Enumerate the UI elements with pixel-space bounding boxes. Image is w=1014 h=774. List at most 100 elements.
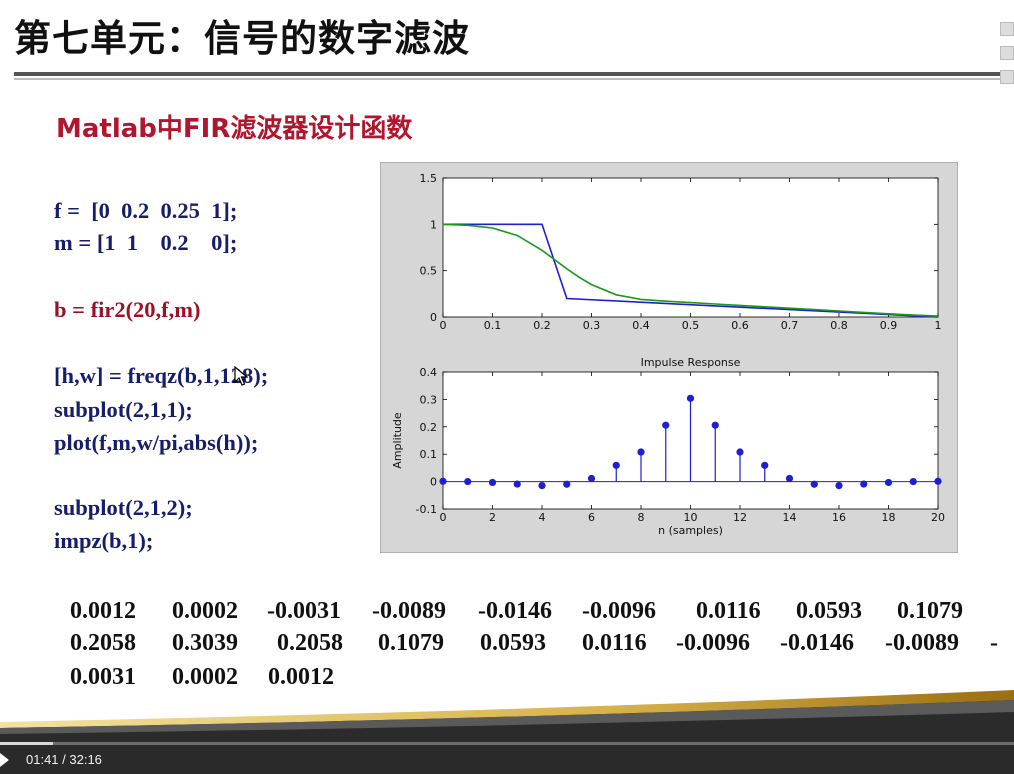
coefficient-value: 0.0116 (696, 598, 761, 624)
stem-point (637, 448, 645, 456)
coefficient-value: -0.0089 (372, 598, 446, 624)
stem-point (439, 477, 447, 485)
progress-track[interactable] (0, 742, 1014, 745)
time-display: 01:41 / 32:16 (26, 752, 102, 767)
x-tick-label: 16 (832, 511, 846, 524)
stem-point (761, 461, 769, 469)
code-line: subplot(2,1,1); (54, 397, 193, 422)
coefficient-value: 0.0031 (70, 664, 136, 690)
title-divider (14, 72, 1004, 76)
x-axis-label: n (samples) (658, 524, 723, 537)
y-tick-label: 1.5 (420, 172, 438, 185)
x-tick-label: 2 (489, 511, 496, 524)
x-tick-label: 20 (931, 511, 945, 524)
stem-point (488, 478, 497, 487)
x-tick-label: 0.1 (484, 319, 502, 332)
stem-point (612, 461, 620, 469)
coefficient-value: 0.0012 (268, 664, 334, 690)
coefficient-value: -0.0096 (676, 630, 750, 656)
coefficient-value: 0.2058 (70, 630, 136, 656)
x-tick-label: 0.2 (533, 319, 551, 332)
side-thumbnails (1000, 22, 1014, 92)
x-tick-label: 8 (638, 511, 645, 524)
x-tick-label: 0.3 (583, 319, 601, 332)
progress-fill (0, 742, 54, 745)
slide-subtitle: Matlab中FIR滤波器设计函数 (56, 114, 413, 144)
stem-point (563, 480, 571, 488)
y-tick-label: 0 (430, 476, 437, 489)
y-tick-label: 1 (430, 218, 437, 231)
x-tick-label: 0.9 (880, 319, 898, 332)
decorative-swoosh (0, 690, 1014, 742)
code-line: m = [1 1 0.2 0]; (54, 230, 238, 255)
coefficient-value: 0.0002 (172, 664, 238, 690)
thumbnail-square (1000, 70, 1014, 84)
y-tick-label: 0.1 (420, 448, 438, 461)
stem-point (464, 477, 472, 486)
x-tick-label: 10 (684, 511, 698, 524)
x-tick-label: 14 (783, 511, 797, 524)
frequency-response-axes: 0 0.1 0.2 0.3 0.4 0.5 0.6 0.7 0.8 0.9 1 0 0.5 1 1.5 (420, 172, 942, 332)
stem-point (934, 477, 942, 485)
x-tick-label: 0.7 (781, 319, 799, 332)
y-tick-label: 0.3 (420, 393, 438, 406)
play-icon[interactable] (0, 753, 9, 767)
coefficient-value: 0.0012 (70, 598, 136, 624)
coefficient-value: 0.3039 (172, 630, 238, 656)
x-tick-label: 18 (882, 511, 896, 524)
x-tick-label: 1 (935, 319, 942, 332)
x-tick-label: 6 (588, 511, 595, 524)
stem-point (513, 480, 521, 488)
y-tick-label: 0 (430, 311, 437, 324)
coefficient-value: 0.0116 (582, 630, 647, 656)
x-tick-label: 4 (539, 511, 546, 524)
plot-area (442, 177, 939, 318)
y-axis-label: Amplitude (391, 412, 404, 469)
stem-point (538, 482, 546, 490)
mouse-cursor-icon (234, 366, 248, 386)
series-line (442, 223, 939, 317)
code-line: subplot(2,1,2); (54, 495, 193, 520)
y-tick-label: -0.1 (416, 503, 437, 516)
x-tick-label: 12 (733, 511, 747, 524)
coefficient-value: -0.0089 (885, 630, 959, 656)
x-tick-label: 0 (440, 511, 447, 524)
stem-point (860, 480, 868, 488)
stem-point (785, 474, 794, 483)
coefficient-value: -0.0031 (267, 598, 341, 624)
stem-point (835, 482, 843, 490)
stem-point (736, 448, 744, 456)
stem-point (810, 480, 818, 488)
x-tick-label: 0.4 (632, 319, 650, 332)
coefficient-list: 0.0012 0.0002 -0.0031 -0.0089 -0.0146 -0.0096… (0, 598, 1014, 698)
chart-title: Impulse Response (641, 356, 741, 369)
slide-title: 第七单元：信号的数字滤波 (14, 17, 470, 60)
stem-point (884, 478, 893, 487)
code-line: [h,w] = freqz(b,1,128); (54, 363, 269, 388)
y-tick-label: 0.2 (420, 421, 438, 434)
x-tick-label: 0.6 (731, 319, 749, 332)
x-tick-label: 0.8 (830, 319, 848, 332)
code-line: f = [0 0.2 0.25 1]; (54, 198, 238, 223)
y-tick-label: 0.5 (420, 265, 438, 278)
coefficient-value: 0.1079 (378, 630, 444, 656)
code-line: impz(b,1); (54, 528, 154, 553)
thumbnail-square (1000, 22, 1014, 36)
title-divider-shadow (14, 78, 1004, 80)
coefficient-value: -0.0096 (582, 598, 656, 624)
coefficient-value: 0.0593 (480, 630, 546, 656)
coefficient-value: 0.2058 (277, 630, 343, 656)
thumbnail-square (1000, 46, 1014, 60)
impulse-response-axes: 0 2 4 6 8 10 12 14 16 18 20-0.100.10.20.30.4Impuls… (391, 356, 945, 537)
stem-point (587, 474, 596, 483)
code-line: plot(f,m,w/pi,abs(h)); (54, 430, 259, 455)
stem-point (686, 394, 695, 402)
coefficient-value: 0.0002 (172, 598, 238, 624)
stem-point (662, 421, 670, 429)
coefficient-value: - (990, 630, 998, 656)
coefficient-value: 0.0593 (796, 598, 862, 624)
x-tick-label: 0 (440, 319, 447, 332)
stem-point (711, 421, 719, 429)
